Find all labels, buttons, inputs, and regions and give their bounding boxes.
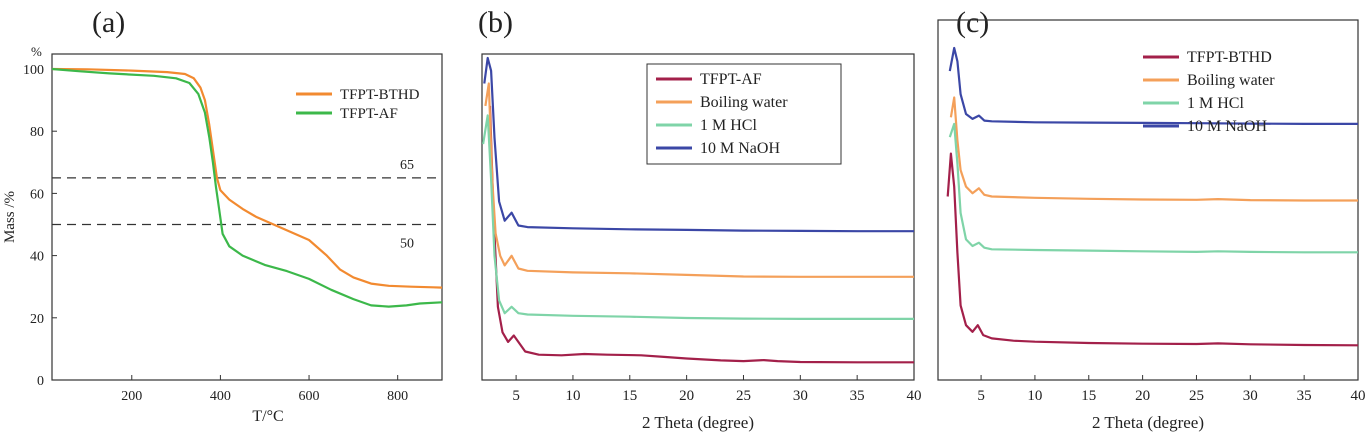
panel-a-y-unit: % — [31, 44, 42, 59]
panel-a-reference-lines: 65 50 — [52, 158, 442, 252]
legend-label: Boiling water — [1187, 72, 1275, 89]
x-tick-label: 5 — [512, 388, 520, 404]
series-line-1 — [488, 105, 914, 364]
y-tick-label: 0 — [37, 374, 44, 389]
panel-c-xrd: (c) 2 Theta (degree) 5 10 15 20 25 30 35 40 TFP… — [937, 6, 1366, 432]
x-tick-label: 600 — [299, 389, 320, 404]
legend-label: TFPT-AF — [700, 71, 762, 88]
x-tick-label: 200 — [121, 389, 142, 404]
x-tick-label: 35 — [850, 388, 865, 404]
legend-label: 1 M HCl — [700, 117, 757, 134]
x-tick-label: 25 — [1189, 388, 1204, 404]
x-tick-label: 40 — [907, 388, 922, 404]
x-tick-label: 5 — [977, 388, 985, 404]
legend-label: 10 M NaOH — [700, 140, 780, 157]
x-tick-label: 30 — [1243, 388, 1258, 404]
panel-a-xlabel: T/°C — [252, 408, 283, 425]
y-tick-label: 80 — [30, 125, 44, 140]
x-tick-label: 30 — [793, 388, 808, 404]
reference-line-label: 50 — [400, 237, 414, 252]
panel-b-label: (b) — [478, 6, 513, 39]
panel-b-xlabel: 2 Theta (degree) — [642, 413, 754, 432]
legend-label: Boiling water — [700, 94, 788, 111]
series-line-1 — [946, 152, 1359, 347]
series-line-3 — [482, 114, 914, 320]
panel-a-legend: TFPT-BTHD TFPT-AF — [296, 87, 420, 122]
panel-a-tga: (a) % Mass /% T/°C 0 20 40 60 80 100 200 400 60… — [2, 6, 443, 425]
y-tick-label: 40 — [30, 250, 44, 265]
x-tick-label: 20 — [1135, 388, 1150, 404]
x-tick-label: 10 — [1027, 388, 1042, 404]
panel-c-label: (c) — [956, 6, 989, 39]
series-line-4 — [483, 56, 914, 233]
y-tick-label: 60 — [30, 187, 44, 202]
series-line-4 — [948, 46, 1358, 125]
series-line-2 — [949, 96, 1358, 202]
panel-a-x-axis: 200 400 600 800 — [121, 375, 408, 404]
series-line-1 — [51, 67, 443, 289]
series-line-3 — [948, 122, 1358, 254]
series-line-2 — [51, 67, 443, 308]
panel-b-plot-frame — [481, 53, 915, 381]
x-tick-label: 15 — [622, 388, 637, 404]
x-tick-label: 35 — [1297, 388, 1312, 404]
legend-label: TFPT-BTHD — [340, 87, 420, 103]
x-tick-label: 40 — [1351, 388, 1366, 404]
panel-a-plot-frame — [51, 53, 443, 381]
panel-b-legend: TFPT-AF Boiling water 1 M HCl 10 M NaOH — [646, 63, 842, 165]
x-tick-label: 400 — [210, 389, 231, 404]
panel-c-legend: TFPT-BTHD Boiling water 1 M HCl 10 M NaOH — [1143, 49, 1275, 135]
panel-a-ylabel: Mass /% — [2, 191, 18, 243]
reference-line-label: 65 — [400, 158, 414, 173]
panel-c-series — [946, 46, 1359, 347]
panel-a-label: (a) — [92, 6, 125, 39]
x-tick-label: 20 — [679, 388, 694, 404]
panel-a-y-axis: 0 20 40 60 80 100 — [23, 63, 57, 389]
legend-label: TFPT-BTHD — [1187, 49, 1272, 66]
panel-a-series — [51, 67, 443, 308]
legend-label: 10 M NaOH — [1187, 118, 1267, 135]
legend-label: 1 M HCl — [1187, 95, 1244, 112]
y-tick-label: 20 — [30, 312, 44, 327]
panel-c-xlabel: 2 Theta (degree) — [1092, 413, 1204, 432]
x-tick-label: 25 — [736, 388, 751, 404]
panel-b-xrd: (b) 2 Theta (degree) 5 10 15 20 25 30 35 40 TFP… — [478, 6, 922, 432]
legend-label: TFPT-AF — [340, 106, 398, 122]
x-tick-label: 15 — [1081, 388, 1096, 404]
panel-c-x-axis: 5 10 15 20 25 30 35 40 — [977, 375, 1366, 404]
series-line-2 — [484, 82, 914, 278]
panel-b-series — [482, 56, 914, 364]
panel-b-x-axis: 5 10 15 20 25 30 35 40 — [512, 375, 922, 404]
x-tick-label: 10 — [565, 388, 580, 404]
x-tick-label: 800 — [387, 389, 408, 404]
y-tick-label: 100 — [23, 63, 44, 78]
